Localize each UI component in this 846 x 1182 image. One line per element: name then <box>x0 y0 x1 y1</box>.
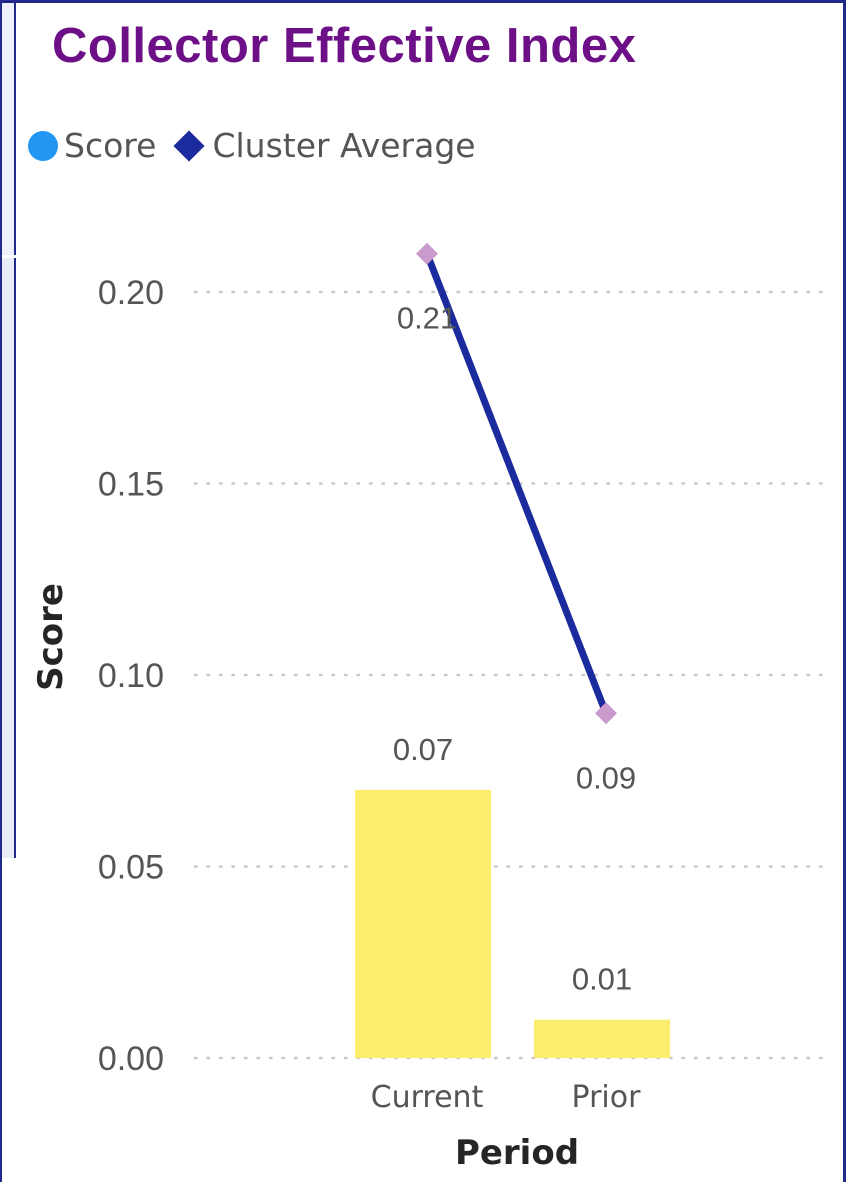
x-axis-title: Period <box>455 1133 579 1173</box>
line-data-label: 0.21 <box>397 301 457 336</box>
y-axis-title: Score <box>31 583 71 691</box>
chart-title: Collector Effective Index <box>52 19 637 73</box>
bar-prior[interactable] <box>534 1019 670 1058</box>
bar-current[interactable] <box>355 789 491 1058</box>
background-panel-top <box>0 0 16 255</box>
legend-item-score[interactable]: Score <box>28 126 156 165</box>
bar-data-label: 0.07 <box>393 732 453 767</box>
legend-label-score: Score <box>64 126 157 165</box>
y-tick-label: 0.10 <box>98 657 164 695</box>
y-tick-label: 0.20 <box>98 274 164 312</box>
legend-label-cluster-average: Cluster Average <box>212 126 476 165</box>
legend-item-cluster-average[interactable]: Cluster Average <box>173 126 476 165</box>
cluster-average-line[interactable] <box>423 252 610 715</box>
circle-icon <box>28 130 58 161</box>
y-tick-label: 0.05 <box>98 849 164 887</box>
y-tick-label: 0.15 <box>98 466 164 504</box>
line-data-label: 0.09 <box>576 760 636 795</box>
legend[interactable]: Score Cluster Average <box>28 126 476 165</box>
x-tick-label: Prior <box>572 1080 642 1115</box>
bar-data-label: 0.01 <box>572 962 632 997</box>
x-tick-label: Current <box>371 1080 484 1115</box>
background-panel-middle <box>0 258 16 858</box>
cluster-average-marker[interactable] <box>595 702 617 725</box>
y-tick-label: 0.00 <box>98 1040 164 1078</box>
cluster-average-marker[interactable] <box>416 242 438 265</box>
